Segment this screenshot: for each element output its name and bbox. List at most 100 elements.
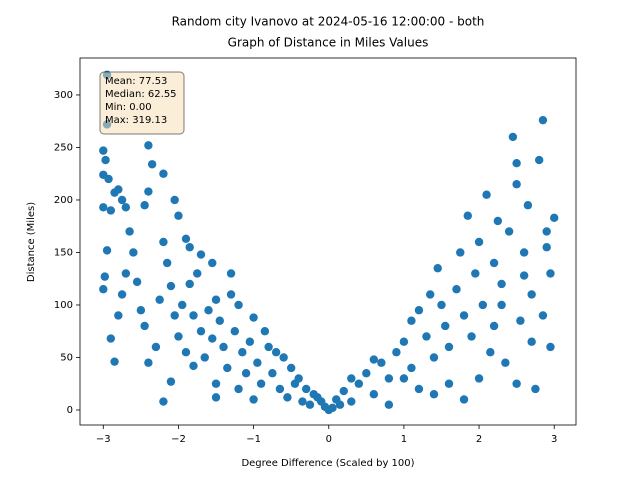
point bbox=[189, 361, 198, 371]
point bbox=[347, 397, 356, 406]
point bbox=[459, 395, 469, 404]
point bbox=[283, 393, 292, 402]
point bbox=[444, 342, 454, 352]
point bbox=[286, 363, 296, 373]
x-tick-label: 3 bbox=[551, 434, 557, 445]
stats-box: Mean: 77.53 Median: 62.55 Min: 0.00 Max: 31… bbox=[99, 71, 185, 135]
stats-line: Max: 319.13 bbox=[105, 115, 167, 126]
point bbox=[136, 306, 146, 315]
point bbox=[467, 332, 476, 341]
point bbox=[264, 342, 273, 352]
point bbox=[162, 258, 172, 268]
point bbox=[106, 334, 116, 343]
point bbox=[313, 393, 322, 402]
point bbox=[414, 384, 424, 394]
point bbox=[241, 369, 251, 378]
x-tick-label: −1 bbox=[246, 434, 261, 445]
point bbox=[298, 397, 307, 406]
point bbox=[129, 248, 138, 257]
point bbox=[215, 316, 224, 325]
point bbox=[99, 285, 108, 294]
point bbox=[347, 374, 356, 383]
point bbox=[234, 300, 243, 310]
point bbox=[305, 400, 315, 409]
point bbox=[429, 353, 439, 362]
point bbox=[234, 384, 243, 394]
point bbox=[489, 258, 499, 268]
point bbox=[99, 203, 108, 212]
point bbox=[166, 281, 176, 291]
point bbox=[354, 379, 364, 388]
point bbox=[159, 397, 168, 406]
point bbox=[117, 195, 127, 205]
point bbox=[211, 393, 221, 402]
points bbox=[99, 70, 559, 415]
x-tick-label: −3 bbox=[96, 434, 111, 445]
point bbox=[140, 321, 149, 331]
point bbox=[407, 363, 416, 373]
point bbox=[512, 159, 521, 168]
point bbox=[497, 300, 506, 310]
point bbox=[407, 316, 416, 325]
point bbox=[102, 246, 112, 255]
point bbox=[121, 203, 131, 212]
point bbox=[279, 353, 288, 362]
point bbox=[121, 269, 131, 278]
point bbox=[211, 295, 221, 304]
y-tick-label: 0 bbox=[67, 405, 73, 416]
x-tick-label: 2 bbox=[476, 434, 482, 445]
point bbox=[542, 227, 551, 236]
point bbox=[208, 258, 217, 268]
point bbox=[166, 377, 176, 386]
point bbox=[104, 174, 113, 184]
point bbox=[422, 332, 431, 341]
point bbox=[174, 211, 183, 220]
point bbox=[271, 348, 281, 357]
point bbox=[114, 311, 123, 320]
point bbox=[527, 337, 536, 346]
point bbox=[230, 327, 240, 336]
point bbox=[125, 227, 134, 236]
point bbox=[144, 141, 153, 150]
point bbox=[542, 243, 551, 252]
point bbox=[170, 195, 179, 205]
point bbox=[110, 357, 119, 366]
point bbox=[362, 369, 371, 378]
point bbox=[256, 379, 266, 388]
point bbox=[497, 279, 506, 289]
y-tick-label: 300 bbox=[54, 90, 73, 101]
point bbox=[144, 358, 153, 367]
point bbox=[159, 169, 168, 178]
point bbox=[523, 201, 533, 210]
point bbox=[456, 248, 465, 257]
x-tick-label: −2 bbox=[171, 434, 186, 445]
point bbox=[196, 250, 206, 259]
point bbox=[249, 313, 258, 322]
point bbox=[226, 290, 236, 299]
stats-line: Median: 62.55 bbox=[105, 89, 177, 100]
point bbox=[101, 155, 110, 165]
point bbox=[369, 390, 379, 399]
point bbox=[474, 374, 484, 383]
point bbox=[519, 271, 529, 280]
point bbox=[512, 180, 521, 189]
point bbox=[226, 269, 236, 278]
point bbox=[170, 311, 179, 320]
point bbox=[433, 264, 442, 273]
point bbox=[538, 311, 548, 320]
point bbox=[384, 400, 394, 409]
point bbox=[253, 358, 262, 367]
point bbox=[219, 342, 228, 352]
y-axis-label: Distance (Miles) bbox=[26, 202, 37, 282]
point bbox=[437, 300, 446, 310]
point bbox=[441, 321, 450, 331]
point bbox=[196, 327, 206, 336]
point bbox=[414, 306, 424, 315]
point bbox=[106, 206, 116, 215]
point bbox=[99, 146, 108, 155]
point bbox=[527, 290, 536, 299]
point bbox=[512, 379, 521, 388]
point bbox=[114, 185, 123, 194]
point bbox=[268, 369, 277, 378]
